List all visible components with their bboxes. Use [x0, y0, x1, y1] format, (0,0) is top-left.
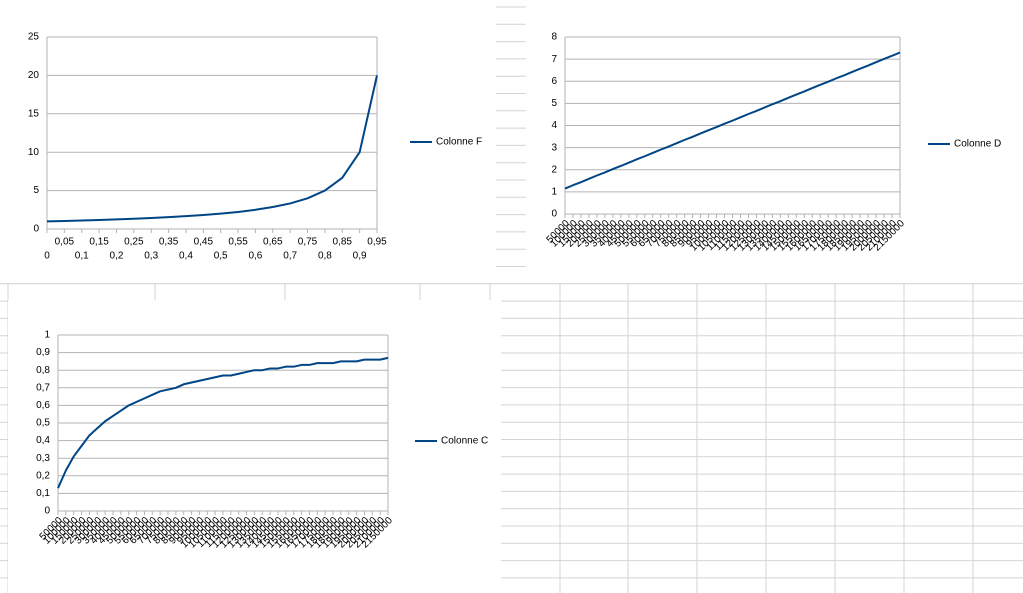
- y-tick-label: 0,8: [36, 365, 50, 376]
- legend-label: Colonne C: [441, 436, 488, 447]
- x-tick-label: 0,25: [124, 237, 144, 248]
- x-tick-label: 0,2: [110, 251, 124, 262]
- y-tick-label: 4: [551, 120, 557, 131]
- x-tick-label: 0,7: [283, 251, 297, 262]
- y-tick-label: 0: [44, 506, 50, 517]
- chart-area: [526, 0, 1023, 283]
- y-tick-label: 10: [28, 147, 40, 158]
- x-tick-label: 0,4: [179, 251, 193, 262]
- x-tick-label: 0,5: [214, 251, 228, 262]
- y-tick-label: 6: [551, 76, 557, 87]
- y-tick-label: 8: [551, 32, 557, 43]
- y-tick-label: 3: [551, 142, 557, 153]
- y-tick-label: 0: [551, 209, 557, 220]
- y-tick-label: 20: [28, 70, 40, 81]
- x-tick-label: 0,9: [353, 251, 367, 262]
- y-tick-label: 0: [33, 224, 39, 235]
- x-tick-label: 0,05: [55, 237, 75, 248]
- y-tick-label: 5: [551, 98, 557, 109]
- x-tick-label: 0,15: [89, 237, 109, 248]
- y-tick-label: 5: [33, 185, 39, 196]
- line-series: [57, 356, 389, 489]
- x-tick-label: 0,3: [144, 251, 158, 262]
- y-tick-label: 0,3: [36, 453, 50, 464]
- y-tick-label: 15: [28, 108, 40, 119]
- y-tick-label: 1: [44, 330, 50, 341]
- y-tick-label: 0,5: [36, 418, 50, 429]
- y-tick-label: 2: [551, 164, 557, 175]
- y-tick-label: 0,6: [36, 400, 50, 411]
- y-tick-label: 0,4: [36, 435, 50, 446]
- y-tick-label: 0,9: [36, 347, 50, 358]
- legend-label: Colonne F: [436, 137, 482, 148]
- x-tick-label: 0,95: [367, 237, 387, 248]
- x-tick-label: 0,85: [333, 237, 353, 248]
- x-tick-label: 0,1: [75, 251, 89, 262]
- y-tick-label: 1: [551, 187, 557, 198]
- line-series: [46, 75, 378, 223]
- chart-area: [8, 300, 501, 593]
- legend-label: Colonne D: [954, 139, 1001, 150]
- line-series: [564, 51, 901, 190]
- x-tick-label: 0,45: [194, 237, 214, 248]
- y-tick-label: 0,2: [36, 470, 50, 481]
- x-tick-label: 0,55: [228, 237, 248, 248]
- x-tick-label: 0,35: [159, 237, 179, 248]
- x-tick-label: 0: [44, 251, 50, 262]
- y-tick-label: 0,1: [36, 488, 50, 499]
- x-tick-label: 0,8: [318, 251, 332, 262]
- x-tick-label: 0,65: [263, 237, 283, 248]
- y-tick-label: 0,7: [36, 382, 50, 393]
- x-tick-label: 0,6: [248, 251, 262, 262]
- y-tick-label: 25: [28, 32, 40, 43]
- x-tick-label: 0,75: [298, 237, 318, 248]
- y-tick-label: 7: [551, 54, 557, 65]
